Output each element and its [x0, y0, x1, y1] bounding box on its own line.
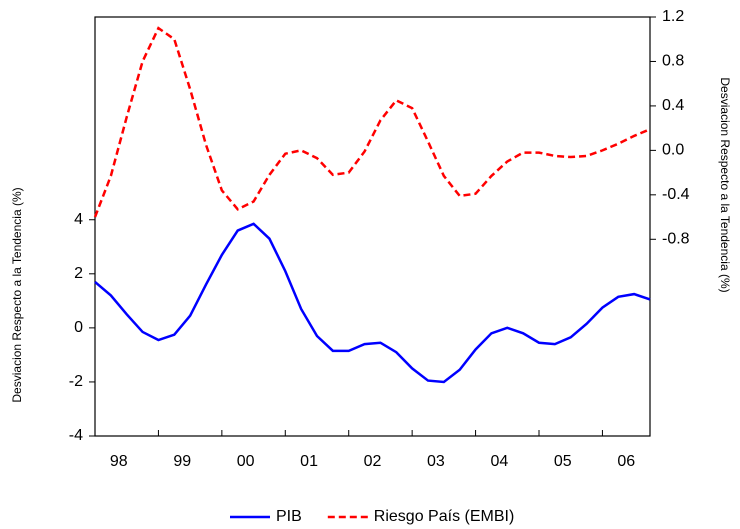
series-line: [94, 222, 651, 384]
x-tick-label: 03: [427, 453, 445, 470]
series-line: [93, 26, 651, 218]
y-tick-label: -2: [69, 373, 83, 390]
y2-tick-label: 0.4: [662, 97, 684, 114]
y2-tick-label: 0.8: [662, 53, 684, 70]
y2-axis-title: Desviacion Respecto a la Tendencia (%): [718, 77, 732, 292]
x-tick-label: 98: [110, 453, 128, 470]
y2-tick-label: -0.8: [662, 230, 690, 247]
legend-label: Riesgo País (EMBI): [374, 508, 514, 525]
x-tick-label: 04: [490, 453, 508, 470]
x-tick-label: 06: [617, 453, 635, 470]
y2-tick-label: -0.4: [662, 186, 690, 203]
x-tick-label: 01: [300, 453, 318, 470]
y-tick-label: -4: [69, 427, 83, 444]
plot-frame: [94, 16, 651, 437]
legend-label: PIB: [276, 508, 302, 525]
y2-tick-label: 0.0: [662, 142, 684, 159]
y2-tick-label: 1.2: [662, 8, 684, 25]
x-tick-label: 02: [364, 453, 382, 470]
x-tick-label: 00: [237, 453, 255, 470]
y-tick-label: 4: [74, 211, 83, 228]
x-tick-label: 05: [554, 453, 572, 470]
x-tick-label: 99: [173, 453, 191, 470]
y-tick-label: 2: [74, 265, 83, 282]
y-axis-title: Desviacion Respecto a la Tendencia (%): [10, 187, 24, 402]
y-tick-label: 0: [74, 319, 83, 336]
